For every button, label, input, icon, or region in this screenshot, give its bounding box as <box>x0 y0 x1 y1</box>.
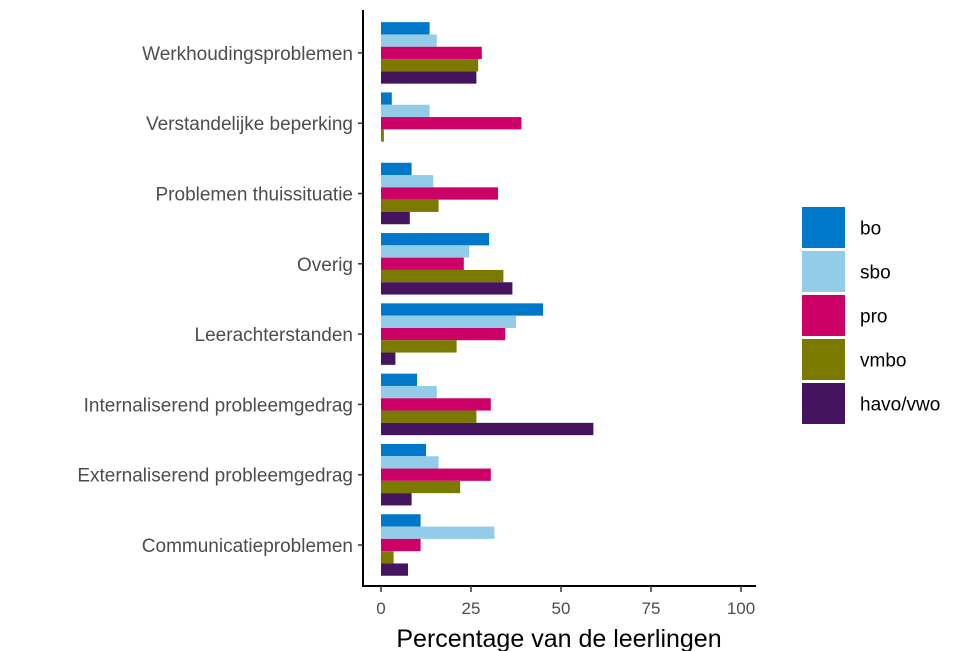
legend-label-vmbo: vmbo <box>860 351 906 372</box>
category-label: Overig <box>297 255 353 276</box>
category-label: Leerachterstanden <box>195 325 353 346</box>
legend-label-sbo: sbo <box>860 263 891 284</box>
category-label: Verstandelijke beperking <box>146 114 353 135</box>
bar-internaliserend-probleemgedrag-sbo <box>381 385 437 399</box>
bar-internaliserend-probleemgedrag-bo <box>381 373 417 386</box>
legend-swatch-bo <box>802 207 845 248</box>
bar-internaliserend-probleemgedrag-pro <box>381 398 491 411</box>
bar-overig-vmbo <box>381 269 504 283</box>
bar-overig-sbo <box>381 245 470 258</box>
legend: bo sbo pro vmbo havo/vwo <box>802 207 940 424</box>
category-label: Communicatieproblemen <box>142 536 353 557</box>
bar-werkhoudingsproblemen-bo <box>381 22 430 35</box>
bar-problemen-thuissituatie-bo <box>381 162 412 176</box>
bar-communicatieproblemen-havo-vwo <box>381 563 408 576</box>
bar-problemen-thuissituatie-havo-vwo <box>381 211 410 225</box>
bars <box>381 22 594 576</box>
x-tick-label: 100 <box>727 599 755 618</box>
x-ticks: 0 25 50 75 100 <box>376 586 755 618</box>
axes <box>358 10 756 587</box>
bar-internaliserend-probleemgedrag-vmbo <box>381 410 477 423</box>
bar-leerachterstanden-havo-vwo <box>381 352 396 365</box>
bar-verstandelijke-beperking-pro <box>381 117 522 130</box>
bar-verstandelijke-beperking-vmbo <box>381 129 384 142</box>
x-tick-label: 0 <box>376 599 385 618</box>
bar-leerachterstanden-bo <box>381 303 543 316</box>
bar-problemen-thuissituatie-vmbo <box>381 199 439 212</box>
category-label: Externaliserend probleemgedrag <box>77 466 353 487</box>
bar-overig-pro <box>381 257 464 270</box>
legend-label-bo: bo <box>860 219 881 240</box>
bar-werkhoudingsproblemen-sbo <box>381 34 437 47</box>
bar-internaliserend-probleemgedrag-havo-vwo <box>381 422 594 436</box>
bar-werkhoudingsproblemen-pro <box>381 46 482 60</box>
bar-externaliserend-probleemgedrag-sbo <box>381 456 439 469</box>
legend-swatch-pro <box>802 295 845 336</box>
bar-overig-havo-vwo <box>381 282 513 295</box>
legend-swatch-havo-vwo <box>802 383 845 424</box>
bar-communicatieproblemen-sbo <box>381 526 495 539</box>
bar-verstandelijke-beperking-sbo <box>381 104 430 118</box>
category-labels: Communicatieproblemen Externaliserend pro… <box>77 44 353 557</box>
bar-leerachterstanden-pro <box>381 327 506 341</box>
x-tick-label: 50 <box>552 599 571 618</box>
bar-externaliserend-probleemgedrag-vmbo <box>381 480 461 494</box>
bar-externaliserend-probleemgedrag-havo-vwo <box>381 493 412 506</box>
bar-verstandelijke-beperking-bo <box>381 92 392 105</box>
bar-problemen-thuissituatie-pro <box>381 187 498 200</box>
x-tick-label: 25 <box>462 599 481 618</box>
x-axis-title: Percentage van de leerlingen <box>396 625 721 651</box>
legend-label-pro: pro <box>860 307 887 328</box>
bar-overig-bo <box>381 233 489 246</box>
x-tick-label: 75 <box>642 599 661 618</box>
bar-leerachterstanden-vmbo <box>381 340 457 353</box>
category-label: Internaliserend probleemgedrag <box>84 395 353 416</box>
category-label: Problemen thuissituatie <box>156 185 354 206</box>
bar-communicatieproblemen-vmbo <box>381 551 394 564</box>
legend-label-havo-vwo: havo/vwo <box>860 395 940 416</box>
bar-werkhoudingsproblemen-havo-vwo <box>381 71 477 84</box>
bar-externaliserend-probleemgedrag-bo <box>381 443 426 457</box>
legend-swatch-vmbo <box>802 339 845 380</box>
category-label: Werkhoudingsproblemen <box>142 44 353 65</box>
bar-communicatieproblemen-pro <box>381 538 421 552</box>
bar-externaliserend-probleemgedrag-pro <box>381 468 491 481</box>
bar-leerachterstanden-sbo <box>381 315 516 328</box>
legend-swatch-sbo <box>802 251 845 292</box>
bar-communicatieproblemen-bo <box>381 514 421 527</box>
bar-problemen-thuissituatie-sbo <box>381 175 434 188</box>
bar-werkhoudingsproblemen-vmbo <box>381 59 479 72</box>
